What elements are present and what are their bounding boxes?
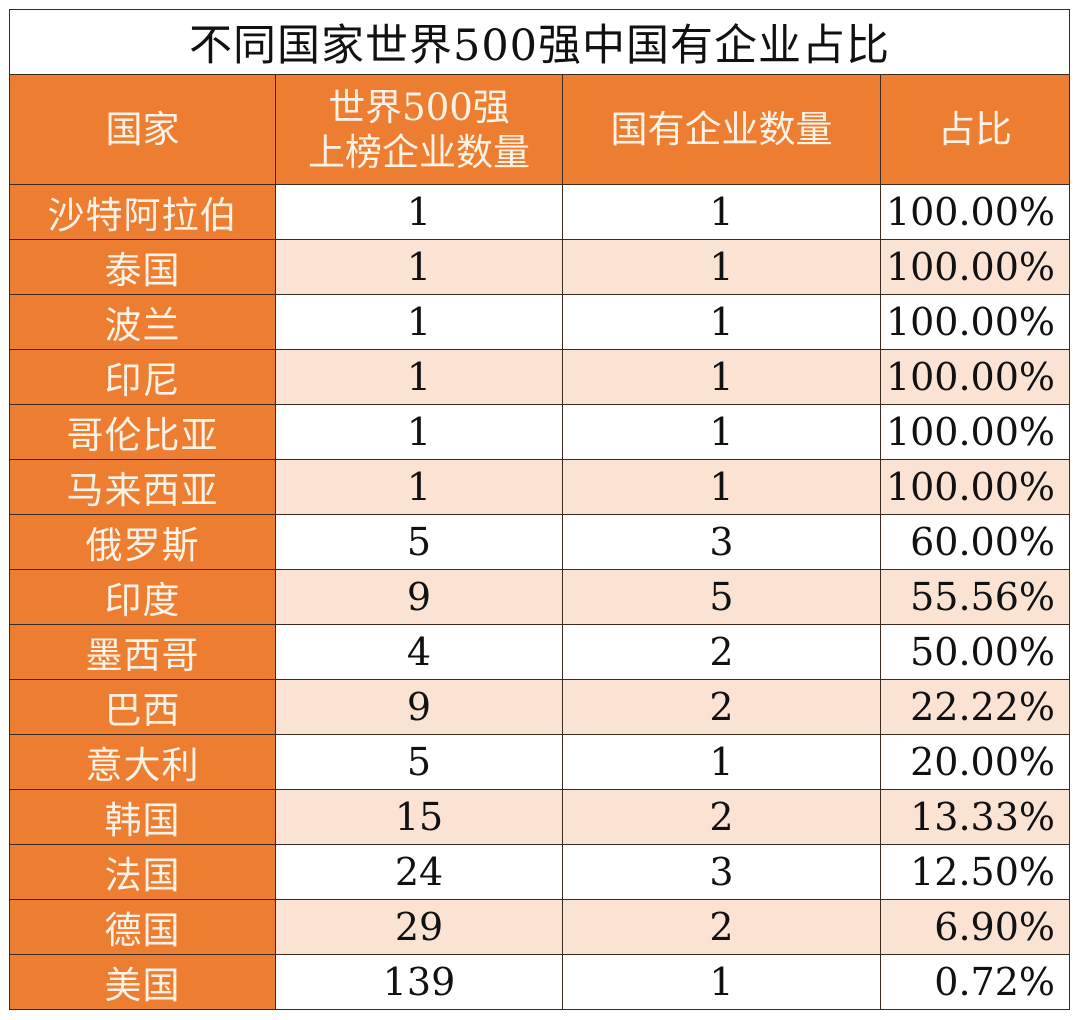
soe-count-cell: 1 — [562, 404, 881, 460]
soe-count-cell: 3 — [562, 844, 881, 900]
fortune500-count-cell: 1 — [275, 239, 563, 295]
fortune500-count-cell: 5 — [275, 514, 563, 570]
table-row: 哥伦比亚 1 1 100.00% — [9, 404, 1071, 460]
soe-count-cell: 2 — [562, 679, 881, 735]
fortune500-count-cell: 15 — [275, 789, 563, 845]
table-row: 韩国 15 2 13.33% — [9, 789, 1071, 845]
ratio-cell: 22.22% — [879, 679, 1071, 735]
fortune500-count-cell: 24 — [275, 844, 563, 900]
fortune500-count-cell: 9 — [275, 679, 563, 735]
table-row: 意大利 5 1 20.00% — [9, 734, 1071, 790]
fortune500-count-cell: 5 — [275, 734, 563, 790]
fortune500-count-cell: 4 — [275, 624, 563, 680]
table-row: 美国 139 1 0.72% — [9, 954, 1071, 1010]
table-row: 巴西 9 2 22.22% — [9, 679, 1071, 735]
country-cell: 沙特阿拉伯 — [9, 184, 276, 240]
fortune500-count-cell: 9 — [275, 569, 563, 625]
country-cell: 巴西 — [9, 679, 276, 735]
table-row: 沙特阿拉伯 1 1 100.00% — [9, 184, 1071, 240]
soe-count-cell: 1 — [562, 459, 881, 515]
soe-count-cell: 5 — [562, 569, 881, 625]
column-header-ratio: 占比 — [879, 74, 1071, 185]
ratio-cell: 100.00% — [879, 459, 1071, 515]
fortune500-count-cell: 139 — [275, 954, 563, 1010]
fortune500-count-cell: 1 — [275, 459, 563, 515]
soe-count-cell: 1 — [562, 954, 881, 1010]
country-cell: 俄罗斯 — [9, 514, 276, 570]
country-cell: 马来西亚 — [9, 459, 276, 515]
ratio-cell: 13.33% — [879, 789, 1071, 845]
column-header-fortune500-line2: 上榜企业数量 — [308, 130, 530, 174]
soe-ratio-table: 不同国家世界500强中国有企业占比 国家 世界500强 上榜企业数量 国有企业数… — [8, 9, 1071, 1010]
table-body: 沙特阿拉伯 1 1 100.00% 泰国 1 1 100.00% 波兰 1 1 … — [9, 184, 1071, 1010]
soe-count-cell: 2 — [562, 624, 881, 680]
country-cell: 法国 — [9, 844, 276, 900]
soe-count-cell: 2 — [562, 789, 881, 845]
soe-count-cell: 2 — [562, 899, 881, 955]
ratio-cell: 100.00% — [879, 404, 1071, 460]
ratio-cell: 100.00% — [879, 294, 1071, 350]
soe-count-cell: 1 — [562, 734, 881, 790]
column-header-fortune500-line1: 世界500强 — [328, 85, 510, 129]
country-cell: 印度 — [9, 569, 276, 625]
ratio-cell: 0.72% — [879, 954, 1071, 1010]
ratio-cell: 55.56% — [879, 569, 1071, 625]
table-row: 德国 29 2 6.90% — [9, 899, 1071, 955]
ratio-cell: 20.00% — [879, 734, 1071, 790]
soe-count-cell: 1 — [562, 349, 881, 405]
country-cell: 德国 — [9, 899, 276, 955]
country-cell: 泰国 — [9, 239, 276, 295]
soe-count-cell: 1 — [562, 294, 881, 350]
fortune500-count-cell: 1 — [275, 349, 563, 405]
country-cell: 哥伦比亚 — [9, 404, 276, 460]
fortune500-count-cell: 1 — [275, 294, 563, 350]
country-cell: 韩国 — [9, 789, 276, 845]
ratio-cell: 50.00% — [879, 624, 1071, 680]
ratio-cell: 100.00% — [879, 239, 1071, 295]
soe-count-cell: 1 — [562, 239, 881, 295]
country-cell: 印尼 — [9, 349, 276, 405]
table-row: 法国 24 3 12.50% — [9, 844, 1071, 900]
ratio-cell: 100.00% — [879, 184, 1071, 240]
country-cell: 墨西哥 — [9, 624, 276, 680]
table-row: 泰国 1 1 100.00% — [9, 239, 1071, 295]
table-title: 不同国家世界500强中国有企业占比 — [8, 9, 1071, 75]
column-header-country: 国家 — [9, 74, 276, 185]
column-header-soe-count: 国有企业数量 — [562, 74, 881, 185]
table-row: 墨西哥 4 2 50.00% — [9, 624, 1071, 680]
country-cell: 意大利 — [9, 734, 276, 790]
soe-count-cell: 1 — [562, 184, 881, 240]
fortune500-count-cell: 29 — [275, 899, 563, 955]
fortune500-count-cell: 1 — [275, 184, 563, 240]
table-row: 俄罗斯 5 3 60.00% — [9, 514, 1071, 570]
country-cell: 波兰 — [9, 294, 276, 350]
table-row: 马来西亚 1 1 100.00% — [9, 459, 1071, 515]
ratio-cell: 100.00% — [879, 349, 1071, 405]
table-row: 印度 9 5 55.56% — [9, 569, 1071, 625]
table-row: 波兰 1 1 100.00% — [9, 294, 1071, 350]
ratio-cell: 6.90% — [879, 899, 1071, 955]
soe-count-cell: 3 — [562, 514, 881, 570]
fortune500-count-cell: 1 — [275, 404, 563, 460]
ratio-cell: 12.50% — [879, 844, 1071, 900]
table-container: 不同国家世界500强中国有企业占比 国家 世界500强 上榜企业数量 国有企业数… — [8, 9, 1071, 1010]
country-cell: 美国 — [9, 954, 276, 1010]
ratio-cell: 60.00% — [879, 514, 1071, 570]
column-header-fortune500-count: 世界500强 上榜企业数量 — [275, 74, 563, 185]
table-row: 印尼 1 1 100.00% — [9, 349, 1071, 405]
